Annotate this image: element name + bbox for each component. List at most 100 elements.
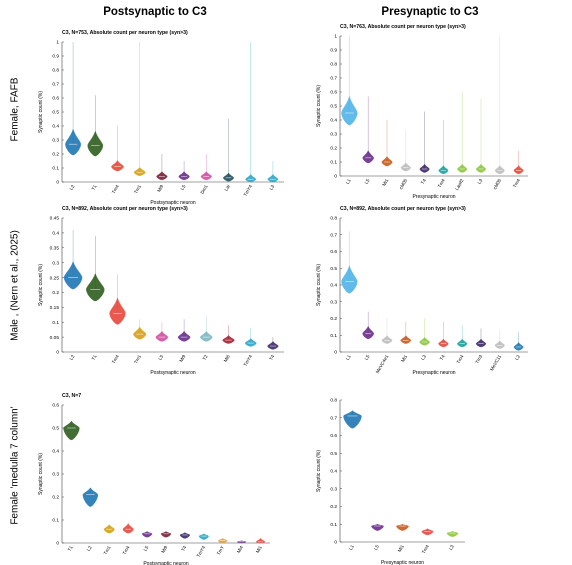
violin-body	[160, 531, 172, 538]
x-tick-label: L5	[143, 545, 150, 552]
violin-l5	[362, 96, 374, 164]
violin-body	[400, 335, 412, 344]
y-tick-label: 0.6	[52, 403, 59, 409]
violin-body	[438, 338, 449, 348]
y-tick-label: 0.7	[330, 232, 337, 238]
x-tick-label: MeVC4e1	[375, 354, 390, 375]
violin-body	[494, 340, 505, 349]
violin-tm1	[103, 524, 115, 534]
x-tick-label: L5	[180, 184, 187, 191]
panel-1: C3, N=753, Absolute count per neuron typ…	[38, 30, 284, 206]
y-tick-label: 0.4	[52, 124, 59, 130]
x-tick-label: Tm4	[111, 354, 120, 365]
violin-l3	[267, 161, 279, 183]
x-tick-label: T4	[268, 354, 275, 362]
y-tick-label: 0.05	[50, 335, 60, 341]
y-tick-label: 0.5	[52, 110, 59, 116]
panel-4: C3, N=892, Absolute count per neuron typ…	[316, 206, 528, 376]
violin-body	[341, 265, 358, 294]
violin-cm05	[400, 129, 411, 172]
x-tick-label: T1	[91, 354, 98, 362]
y-tick-label: 0.2	[52, 495, 59, 501]
y-tick-label: 0.4	[330, 118, 337, 124]
violin-body	[362, 150, 374, 164]
x-tick-label: L3	[268, 184, 275, 191]
y-axis-label: Synaptic count (%)	[316, 450, 322, 492]
violin-lawf2	[457, 92, 468, 173]
y-tick-label: 0.3	[330, 299, 337, 305]
violin-mi1	[400, 321, 412, 344]
violin-body	[244, 338, 257, 347]
violin-l1	[341, 36, 358, 126]
y-tick-label: 0.2	[52, 290, 59, 296]
violin-mi9	[177, 319, 191, 342]
x-tick-label: L5	[364, 178, 371, 185]
x-tick-label: Tm4	[456, 354, 465, 365]
violin-l5	[371, 524, 384, 531]
violin-body	[446, 531, 459, 537]
panel-title: C3, N=753, Absolute count per neuron typ…	[62, 30, 188, 36]
x-tick-label: L1	[348, 544, 355, 551]
violin-t4	[179, 532, 190, 539]
y-tick-label: 0.1	[330, 160, 337, 166]
violin-tm4	[109, 274, 126, 325]
violin-tm4	[111, 126, 124, 172]
x-tick-label: cM05	[398, 178, 408, 191]
violin-body	[133, 167, 146, 176]
violin-body	[178, 171, 190, 181]
x-tick-label: L5	[364, 354, 371, 361]
violin-l3	[446, 531, 459, 537]
x-tick-label: T4	[420, 178, 427, 186]
y-tick-label: 0.2	[330, 316, 337, 322]
y-tick-label: 0.3	[52, 138, 59, 144]
x-tick-label: Tm1	[133, 184, 142, 195]
violin-t1	[87, 95, 104, 157]
x-tick-label: Tm4	[437, 178, 446, 189]
x-tick-label: T2	[202, 354, 209, 362]
y-tick-label: 0.8	[52, 68, 59, 74]
violin-body	[421, 528, 434, 536]
y-tick-label: 0.8	[330, 62, 337, 68]
violin-dm1	[200, 154, 212, 181]
y-axis-label: Synaptic count (%)	[316, 264, 322, 306]
y-tick-label: 0.4	[330, 283, 337, 289]
x-tick-label: Mi1	[255, 545, 263, 554]
violin-l1	[341, 231, 358, 294]
violin-mi6	[222, 325, 235, 344]
y-tick-label: 0.5	[52, 426, 59, 432]
x-tick-label: T1	[67, 545, 74, 553]
y-tick-label: 1	[334, 34, 337, 40]
x-tick-label: TmY4	[243, 354, 254, 367]
x-axis-label: Presynaptic neuron	[381, 560, 424, 565]
violin-tmy4	[245, 42, 257, 183]
violin-t4	[267, 337, 279, 350]
violin-body	[476, 163, 486, 173]
violin-mi1	[255, 538, 266, 544]
y-tick-label: 0.15	[50, 305, 60, 311]
x-tick-label: T4	[439, 354, 446, 362]
violin-l1	[343, 410, 362, 429]
violin-tm3	[475, 328, 487, 348]
x-tick-label: L1	[345, 178, 352, 185]
violin-tm4	[421, 528, 434, 536]
violin-body	[362, 325, 374, 340]
y-tick-label: 0.45	[50, 216, 60, 222]
violin-mevc11	[494, 330, 505, 349]
y-tick-label: 0	[334, 174, 337, 180]
y-tick-label: 0	[56, 180, 59, 186]
x-tick-label: Tm4	[512, 178, 521, 189]
violin-tmy	[218, 538, 228, 544]
y-tick-label: 0.1	[52, 166, 59, 172]
y-tick-label: 0.2	[52, 152, 59, 158]
y-tick-label: 0	[334, 540, 337, 546]
y-tick-label: 0.4	[52, 231, 59, 237]
violin-body	[156, 171, 168, 181]
x-tick-label: TmY4	[243, 184, 254, 197]
violin-body	[457, 163, 468, 173]
violin-tmy4	[198, 533, 209, 540]
violin-body	[371, 524, 384, 531]
violin-l2	[65, 42, 81, 156]
x-tick-label: Mi1	[381, 178, 389, 187]
x-tick-label: Tm3	[474, 354, 483, 365]
violin-tm4	[122, 522, 134, 534]
